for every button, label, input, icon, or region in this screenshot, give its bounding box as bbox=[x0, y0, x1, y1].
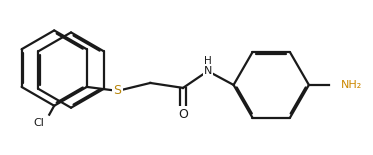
Text: S: S bbox=[114, 84, 122, 97]
Text: O: O bbox=[178, 108, 188, 121]
Text: N: N bbox=[204, 66, 212, 76]
Text: Cl: Cl bbox=[33, 118, 44, 128]
Text: H: H bbox=[204, 56, 212, 66]
Text: NH₂: NH₂ bbox=[341, 80, 362, 90]
